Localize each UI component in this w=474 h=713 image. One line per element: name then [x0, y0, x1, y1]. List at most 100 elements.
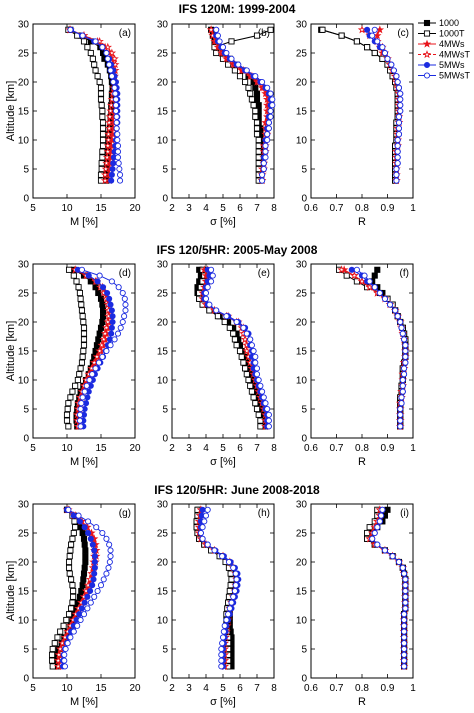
data-point: [401, 663, 408, 670]
data-point: [225, 61, 232, 68]
x-axis-label: R: [358, 456, 366, 468]
data-point: [106, 295, 113, 302]
data-point: [257, 382, 264, 389]
data-point: [374, 524, 381, 531]
y-tick-label: 10: [296, 136, 308, 147]
data-point: [64, 640, 71, 647]
data-point: [397, 90, 404, 97]
series-5MWsT: [353, 266, 409, 430]
data-point: [374, 38, 381, 45]
y-tick-label: 15: [18, 347, 30, 358]
data-point: [99, 318, 106, 326]
data-point: [399, 564, 406, 571]
data-point: [253, 32, 261, 39]
data-point: [68, 605, 75, 612]
y-tick-label: 0: [301, 434, 307, 445]
data-point: [94, 73, 101, 80]
data-point: [99, 154, 106, 161]
data-point: [245, 376, 252, 384]
x-tick-label: 3: [186, 683, 192, 694]
x-tick-label: 4: [203, 443, 209, 454]
data-point: [119, 318, 126, 326]
data-point: [393, 177, 400, 184]
data-point: [379, 44, 386, 51]
data-point: [253, 96, 261, 103]
data-point: [399, 388, 406, 395]
data-point: [106, 61, 113, 68]
data-point: [122, 307, 129, 314]
panel-id: (e): [258, 268, 270, 279]
series-line: [338, 269, 406, 427]
data-point: [199, 524, 206, 531]
data-point: [122, 301, 129, 308]
data-point: [226, 587, 233, 595]
data-point: [379, 55, 386, 62]
data-point: [401, 651, 408, 658]
data-point: [93, 524, 100, 531]
data-point: [81, 599, 88, 606]
x-tick-label: 0.8: [355, 203, 369, 214]
data-point: [262, 400, 269, 407]
data-point: [92, 352, 102, 361]
panel-id: (c): [397, 28, 409, 39]
data-point: [204, 541, 211, 548]
data-point: [230, 564, 237, 571]
data-point: [121, 313, 128, 320]
data-point: [89, 541, 96, 548]
data-point: [257, 423, 264, 430]
data-point: [381, 49, 389, 57]
data-point: [81, 388, 88, 395]
data-point: [243, 371, 250, 378]
data-point: [397, 318, 404, 326]
data-point: [103, 141, 113, 150]
x-tick-label: 15: [95, 683, 107, 694]
data-point: [395, 125, 403, 132]
data-point: [197, 529, 204, 537]
legend-item: 4MWs: [418, 39, 465, 49]
data-point: [107, 342, 114, 349]
y-tick-label: 5: [301, 405, 307, 416]
data-point: [61, 651, 68, 658]
data-point: [65, 400, 72, 407]
data-point: [238, 353, 245, 360]
data-point: [60, 622, 67, 629]
data-point: [97, 582, 105, 589]
x-tick-label: 3: [186, 203, 192, 214]
data-point: [85, 272, 92, 279]
data-point: [394, 160, 401, 167]
data-point: [219, 44, 227, 51]
data-point: [112, 102, 120, 109]
y-tick-label: 10: [157, 136, 169, 147]
y-axis-label: Altitude [km]: [5, 561, 17, 622]
data-point: [371, 284, 378, 291]
y-tick-label: 25: [157, 289, 169, 300]
y-tick-label: 20: [157, 558, 169, 569]
data-point: [269, 102, 276, 109]
x-axis-label: M [%]: [70, 216, 98, 228]
legend-label: 5MWsT: [439, 71, 470, 81]
data-point: [99, 284, 107, 291]
x-tick-label: 7: [254, 203, 260, 214]
data-point: [115, 284, 122, 291]
legend-label: 4MWs: [439, 39, 465, 49]
data-point: [337, 265, 346, 274]
data-point: [366, 278, 373, 285]
data-point: [63, 417, 71, 424]
y-tick-label: 20: [296, 558, 308, 569]
data-point: [218, 657, 225, 664]
data-point: [236, 347, 244, 355]
data-point: [206, 307, 213, 314]
x-tick-label: 0.8: [355, 683, 369, 694]
data-point: [99, 334, 108, 343]
data-point: [99, 136, 107, 144]
figure-row-2: IFS 120/5HR: 2005-May 2008 Altitude [km] 0…: [5, 243, 416, 468]
series-line: [341, 269, 406, 427]
data-point: [230, 593, 237, 600]
data-point: [99, 131, 107, 138]
panel-id: (g): [119, 508, 131, 519]
data-point: [219, 553, 226, 560]
data-point: [100, 329, 110, 338]
data-point: [204, 506, 211, 513]
